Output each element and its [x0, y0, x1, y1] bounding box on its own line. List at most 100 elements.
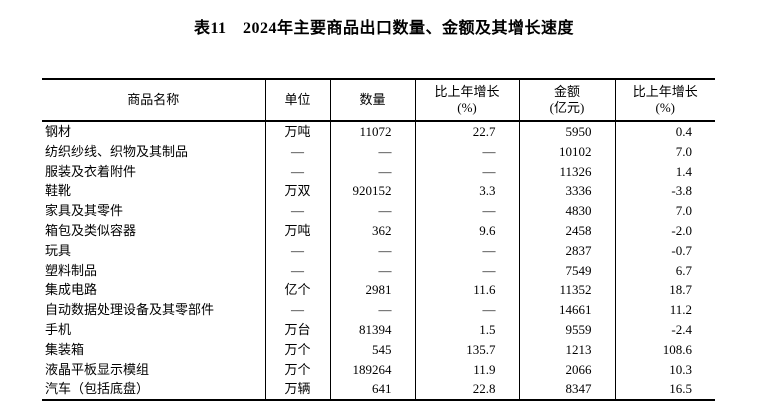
quantity-growth-cell: — [414, 201, 519, 221]
commodity-name-cell: 玩具 [45, 242, 72, 258]
commodity-name-cell: 箱包及类似容器 [45, 222, 137, 238]
unit-cell: 万吨 [264, 220, 330, 241]
quantity-cell: — [329, 240, 415, 261]
table-row: 自动数据处理设备及其零部件 — — —14661 11.2 [42, 300, 715, 320]
commodity-name-cell: 纺织纱线、织物及其制品 [45, 143, 189, 159]
table-row: 液晶平板显示模组 万个 189264 11.9 2066 10.3 [42, 359, 715, 380]
header-quantity: 数量 [329, 79, 415, 122]
quantity-cell: 545 [329, 339, 415, 360]
amount-cell: 2837 [518, 240, 615, 261]
commodity-name-cell: 服装及衣着附件 [45, 163, 137, 179]
unit-cell: — [264, 300, 330, 320]
amount-growth-cell: 18.7 [614, 280, 715, 301]
amount-growth-cell: 6.7 [614, 260, 715, 281]
header-quantity-growth-line2: (%) [457, 100, 477, 115]
header-quantity-growth-line1: 比上年增长 [434, 84, 500, 99]
commodity-name-cell: 集装箱 [45, 341, 85, 357]
quantity-growth-cell: 11.6 [414, 280, 519, 301]
unit-cell: 万吨 [264, 121, 330, 142]
amount-growth-cell: 7.0 [614, 141, 715, 162]
quantity-cell: 2981 [329, 280, 415, 301]
commodity-name-cell: 集成电路 [45, 282, 98, 298]
table-row: 塑料制品 — — —7549 6.7 [42, 260, 715, 281]
quantity-growth-cell: 135.7 [414, 339, 519, 360]
unit-cell: 万辆 [264, 379, 330, 401]
amount-cell: 4830 [518, 201, 615, 221]
amount-growth-cell: 16.5 [614, 379, 715, 401]
table-row: 箱包及类似容器 万吨 362 9.6 2458 -2.0 [42, 220, 715, 241]
table-row: 汽车（包括底盘） 万辆 641 22.8 8347 16.5 [42, 379, 715, 401]
amount-cell: 9559 [518, 319, 615, 340]
amount-growth-cell: 0.4 [614, 121, 715, 142]
table-row: 集装箱 万个 545 135.7 1213 108.6 [42, 339, 715, 360]
amount-growth-cell: 108.6 [614, 339, 715, 360]
amount-cell: 2458 [518, 220, 615, 241]
quantity-growth-cell: 11.9 [414, 359, 519, 380]
amount-cell: 10102 [518, 141, 615, 162]
unit-cell: — [264, 240, 330, 261]
quantity-cell: — [329, 260, 415, 281]
table-body: 钢材 万吨 11072 22.7 5950 0.4 纺织纱线、织物及其制品 — — —10102 7… [42, 121, 715, 401]
table-row: 集成电路 亿个 2981 11.6 11352 18.7 [42, 280, 715, 301]
amount-cell: 7549 [518, 260, 615, 281]
quantity-cell: — [329, 141, 415, 162]
amount-cell: 8347 [518, 379, 615, 401]
quantity-cell: 362 [329, 220, 415, 241]
quantity-cell: 11072 [329, 121, 415, 142]
commodity-name-cell: 自动数据处理设备及其零部件 [45, 302, 215, 318]
header-amount-line1: 金额 [553, 84, 580, 99]
amount-growth-cell: 1.4 [614, 161, 715, 182]
table-row: 纺织纱线、织物及其制品 — — —10102 7.0 [42, 141, 715, 162]
quantity-growth-cell: — [414, 260, 519, 281]
amount-cell: 3336 [518, 181, 615, 202]
quantity-cell: 920152 [329, 181, 415, 202]
table-title: 表11 2024年主要商品出口数量、金额及其增长速度 [193, 20, 575, 37]
header-unit: 单位 [264, 79, 330, 122]
amount-growth-cell: -2.0 [614, 220, 715, 241]
unit-cell: 万台 [264, 319, 330, 340]
quantity-cell: — [329, 201, 415, 221]
unit-cell: 万个 [264, 339, 330, 360]
header-amount-growth: 比上年增长 (%) [614, 79, 715, 122]
header-amount-growth-line1: 比上年增长 [632, 84, 698, 99]
quantity-growth-cell: 3.3 [414, 181, 519, 202]
commodity-name-cell: 钢材 [45, 124, 72, 139]
header-row: 商品名称 单位 数量 比上年增长 (%) 金额 (亿元) 比上年增长 (%) [42, 79, 715, 122]
quantity-cell: 641 [329, 379, 415, 401]
amount-growth-cell: -2.4 [614, 319, 715, 340]
amount-growth-cell: -3.8 [614, 181, 715, 202]
header-commodity-name: 商品名称 [42, 79, 265, 122]
quantity-growth-cell: — [414, 141, 519, 162]
table-row: 服装及衣着附件 — — —11326 1.4 [42, 161, 715, 182]
quantity-growth-cell: — [414, 300, 519, 320]
quantity-growth-cell: 22.8 [414, 379, 519, 401]
quantity-growth-cell: 22.7 [414, 121, 519, 142]
quantity-growth-cell: 9.6 [414, 220, 519, 241]
table-row: 玩具 — — —2837 -0.7 [42, 240, 715, 261]
commodity-name-cell: 塑料制品 [45, 262, 98, 278]
quantity-cell: 81394 [329, 319, 415, 340]
commodity-name-cell: 液晶平板显示模组 [45, 361, 150, 377]
header-amount-growth-line2: (%) [655, 100, 676, 115]
amount-growth-cell: -0.7 [614, 240, 715, 261]
quantity-cell: — [329, 300, 415, 320]
commodity-name-cell: 家具及其零件 [45, 203, 124, 219]
amount-cell: 11352 [518, 280, 615, 301]
amount-cell: 1213 [518, 339, 615, 360]
amount-growth-cell: 11.2 [614, 300, 715, 320]
table-header: 商品名称 单位 数量 比上年增长 (%) 金额 (亿元) 比上年增长 (%) [42, 79, 715, 122]
commodity-name-cell: 鞋靴 [45, 183, 72, 199]
amount-growth-cell: 7.0 [614, 201, 715, 221]
table-row: 鞋靴 万双 920152 3.3 3336 -3.8 [42, 181, 715, 202]
header-amount: 金额 (亿元) [518, 79, 615, 122]
table-row: 手机 万台 81394 1.5 9559 -2.4 [42, 319, 715, 340]
quantity-growth-cell: — [414, 240, 519, 261]
table-row: 家具及其零件 — — —4830 7.0 [42, 201, 715, 221]
unit-cell: — [264, 260, 330, 281]
amount-growth-cell: 10.3 [614, 359, 715, 380]
header-amount-line2: (亿元) [549, 100, 585, 115]
amount-cell: 14661 [518, 300, 615, 320]
table-row: 钢材 万吨 11072 22.7 5950 0.4 [42, 121, 715, 142]
unit-cell: — [264, 141, 330, 162]
